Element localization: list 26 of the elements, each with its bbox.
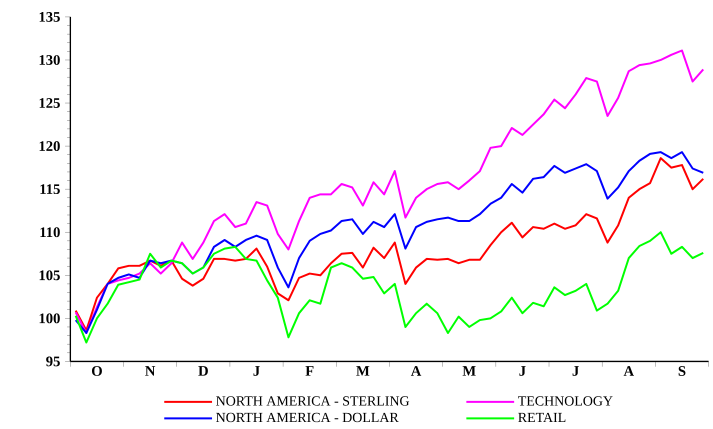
x-tick-label: J — [519, 366, 526, 376]
y-tick-label: 110 — [40, 227, 60, 237]
y-tick-label: 95 — [46, 356, 60, 366]
y-tick-label: 115 — [40, 184, 60, 194]
x-tick-label: O — [92, 366, 102, 376]
legend-label: NORTH AMERICA - DOLLAR — [216, 412, 399, 422]
y-tick-label: 125 — [40, 98, 60, 108]
x-tick-label: M — [356, 366, 370, 376]
legend-label: RETAIL — [518, 412, 566, 422]
y-tick-label: 130 — [40, 54, 60, 65]
y-tick-label: 120 — [40, 141, 60, 151]
x-tick-label: S — [678, 366, 686, 376]
x-tick-label: A — [624, 366, 634, 376]
x-tick-label: J — [254, 366, 260, 376]
y-tick-label: 100 — [40, 313, 60, 324]
x-tick-label: F — [305, 366, 314, 376]
y-tick-label: 135 — [40, 12, 60, 22]
legend-label: TECHNOLOGY — [518, 396, 613, 406]
y-tick-label: 105 — [40, 270, 60, 280]
x-tick-label: J — [572, 366, 579, 376]
x-tick-label: M — [462, 366, 476, 376]
x-tick-label: N — [145, 366, 156, 376]
line-series — [74, 231, 704, 344]
legend-label: NORTH AMERICA - STERLING — [216, 396, 410, 406]
x-tick-label: D — [198, 366, 208, 376]
x-tick-label: A — [410, 366, 422, 376]
